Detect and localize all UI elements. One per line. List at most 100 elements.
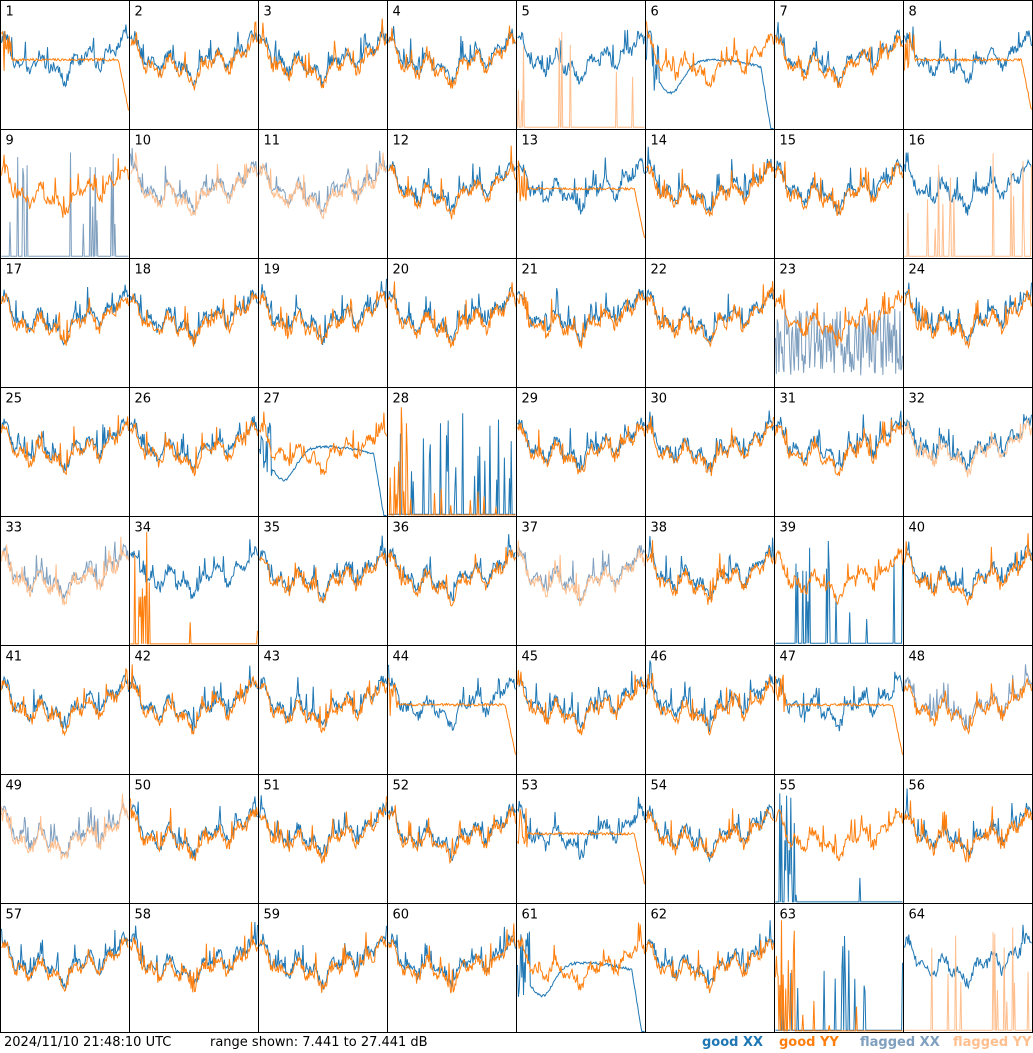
series-yy — [259, 552, 387, 604]
panel-label: 42 — [135, 650, 152, 665]
series-yy — [1, 793, 129, 861]
panel-frame — [516, 645, 646, 775]
series-yy — [1, 415, 129, 476]
series-yy — [517, 922, 645, 991]
series-yy — [646, 808, 774, 858]
panel-label: 24 — [909, 263, 926, 278]
panel-31: 31 — [774, 387, 904, 517]
panel-15: 15 — [774, 129, 904, 259]
legend-flagged-yy: flagged YY — [953, 1035, 1032, 1050]
panel-54: 54 — [645, 774, 775, 904]
series-xx — [775, 22, 903, 86]
panel-label: 9 — [6, 134, 14, 149]
panel-42: 42 — [129, 645, 259, 775]
panel-22: 22 — [645, 258, 775, 388]
series-yy — [517, 670, 645, 736]
series-xx — [517, 29, 645, 85]
series-yy — [259, 932, 387, 993]
series-xx — [259, 19, 387, 87]
series-yy — [904, 800, 1032, 863]
timestamp: 2024/11/10 21:48:10 UTC — [4, 1035, 172, 1050]
series-xx — [259, 925, 387, 991]
panel-label: 59 — [264, 908, 281, 923]
panel-label: 47 — [780, 650, 797, 665]
panel-label: 4 — [393, 5, 401, 20]
panel-frame — [645, 774, 775, 904]
panel-label: 48 — [909, 650, 926, 665]
series-xx — [1, 541, 129, 600]
series-xx — [775, 671, 903, 732]
series-yy — [388, 805, 516, 864]
panel-57: 57 — [0, 903, 130, 1033]
panel-label: 58 — [135, 908, 152, 923]
panel-32: 32 — [903, 387, 1033, 517]
panel-label: 43 — [264, 650, 281, 665]
series-yy — [388, 923, 516, 994]
series-xx — [646, 288, 774, 344]
panel-label: 10 — [135, 134, 152, 149]
panel-label: 49 — [6, 779, 23, 794]
series-yy — [259, 152, 387, 220]
panel-label: 7 — [780, 5, 788, 20]
legend-good-xx: good XX — [702, 1035, 764, 1050]
panel-4: 4 — [387, 0, 517, 130]
series-xx — [904, 664, 1032, 731]
panel-27: 27 — [258, 387, 388, 517]
series-xx — [1, 152, 129, 257]
series-xx — [259, 150, 387, 215]
panel-frame — [774, 903, 904, 1033]
panel-label: 36 — [393, 521, 410, 536]
panel-55: 55 — [774, 774, 904, 904]
series-yy — [517, 422, 645, 475]
series-yy — [775, 289, 903, 348]
panel-39: 39 — [774, 516, 904, 646]
range-text: range shown: 7.441 to 27.441 dB — [210, 1035, 428, 1050]
series-yy — [1, 667, 129, 737]
panel-label: 5 — [522, 5, 530, 20]
series-yy — [1, 154, 129, 218]
panel-44: 44 — [387, 645, 517, 775]
panel-19: 19 — [258, 258, 388, 388]
series-yy — [259, 18, 387, 89]
panel-label: 26 — [135, 392, 152, 407]
panel-12: 12 — [387, 129, 517, 259]
panel-label: 23 — [780, 263, 797, 278]
series-yy — [646, 280, 774, 347]
panel-13: 13 — [516, 129, 646, 259]
panel-56: 56 — [903, 774, 1033, 904]
series-yy — [646, 938, 774, 994]
panel-label: 39 — [780, 521, 797, 536]
series-yy — [775, 548, 903, 606]
panel-34: 34 — [129, 516, 259, 646]
series-yy — [904, 678, 1032, 735]
series-xx — [517, 544, 645, 602]
series-xx — [388, 286, 516, 344]
panel-3: 3 — [258, 0, 388, 130]
panel-label: 46 — [651, 650, 668, 665]
series-xx — [775, 935, 903, 1031]
series-yy — [259, 411, 387, 475]
series-xx — [904, 414, 1032, 471]
panel-label: 25 — [6, 392, 23, 407]
series-xx — [1, 928, 129, 991]
series-xx — [130, 796, 258, 860]
panel-38: 38 — [645, 516, 775, 646]
panel-18: 18 — [129, 258, 259, 388]
panel-label: 2 — [135, 5, 143, 20]
panel-label: 3 — [264, 5, 272, 20]
series-xx — [259, 535, 387, 603]
footer: 2024/11/10 21:48:10 UTC range shown: 7.4… — [0, 1033, 1033, 1053]
panel-label: 29 — [522, 392, 539, 407]
series-yy — [259, 291, 387, 345]
series-xx — [388, 664, 516, 731]
series-yy — [517, 160, 645, 239]
panel-label: 64 — [909, 908, 926, 923]
series-xx — [1, 284, 129, 346]
series-yy — [775, 807, 903, 862]
series-xx — [517, 796, 645, 860]
series-yy — [130, 152, 258, 217]
series-xx — [775, 308, 903, 376]
series-xx — [1, 674, 129, 730]
panel-17: 17 — [0, 258, 130, 388]
series-yy — [130, 664, 258, 735]
